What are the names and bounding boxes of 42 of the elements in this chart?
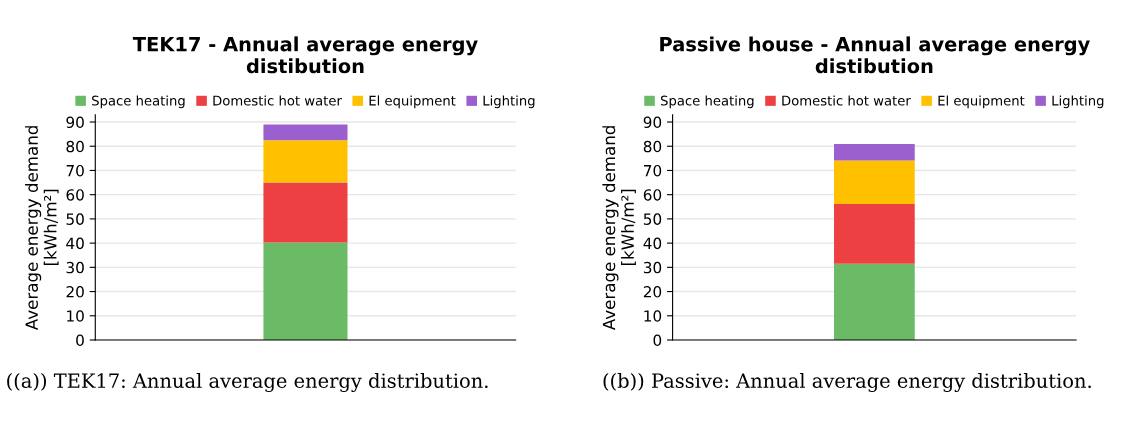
legend-label: Lighting xyxy=(1052,95,1104,109)
legend-label: Domestic hot water xyxy=(782,95,911,106)
bar xyxy=(263,182,348,243)
bar xyxy=(263,124,348,141)
y-axis-title: Average energy demand [kWh/m²] xyxy=(25,126,59,331)
bar xyxy=(834,144,915,161)
legend-label: El equipment xyxy=(369,95,456,109)
chart-title: TEK17 - Annual average energy distibution xyxy=(132,36,478,74)
y-tick-label: 0 xyxy=(653,334,662,347)
legend-label: Domestic hot water xyxy=(213,95,342,106)
legend-label: Lighting xyxy=(483,95,535,109)
legend-label: El equipment xyxy=(938,95,1025,109)
bar xyxy=(263,242,348,340)
legend-label: Space heating xyxy=(92,95,185,109)
bar xyxy=(834,203,915,264)
y-tick-label: 10 xyxy=(67,310,84,322)
bar xyxy=(834,263,915,340)
bar xyxy=(263,140,348,183)
text: ((a)) TEK17: Annual average energy distribution. xyxy=(7,372,488,393)
y-tick-label: 40 xyxy=(643,237,662,250)
y-axis-title: Average energy demand [kWh/m²] xyxy=(602,126,636,331)
text: ((b)) Passive: Annual average energy distribution. xyxy=(603,372,1091,393)
y-tick-label: 60 xyxy=(643,189,662,201)
y-tick-label: 70 xyxy=(66,164,84,177)
y-tick-label: 20 xyxy=(643,286,662,298)
bar xyxy=(834,160,915,204)
y-tick-label: 30 xyxy=(66,261,84,274)
y-tick-label: 70 xyxy=(644,164,662,177)
y-tick-label: 80 xyxy=(643,140,662,153)
y-tick-label: 50 xyxy=(643,213,662,225)
y-tick-label: 30 xyxy=(643,261,662,274)
y-tick-label: 80 xyxy=(66,140,84,153)
y-tick-label: 40 xyxy=(66,237,84,250)
y-tick-label: 20 xyxy=(66,286,84,298)
y-tick-label: 10 xyxy=(644,310,662,322)
y-tick-label: 50 xyxy=(66,213,84,225)
y-tick-label: 60 xyxy=(66,189,84,201)
chart-title: Passive house - Annual average energy distibution xyxy=(660,36,1090,74)
y-tick-label: 90 xyxy=(66,116,84,129)
y-tick-label: 90 xyxy=(643,116,662,129)
y-tick-label: 0 xyxy=(76,334,84,347)
legend-label: Space heating xyxy=(660,95,754,109)
